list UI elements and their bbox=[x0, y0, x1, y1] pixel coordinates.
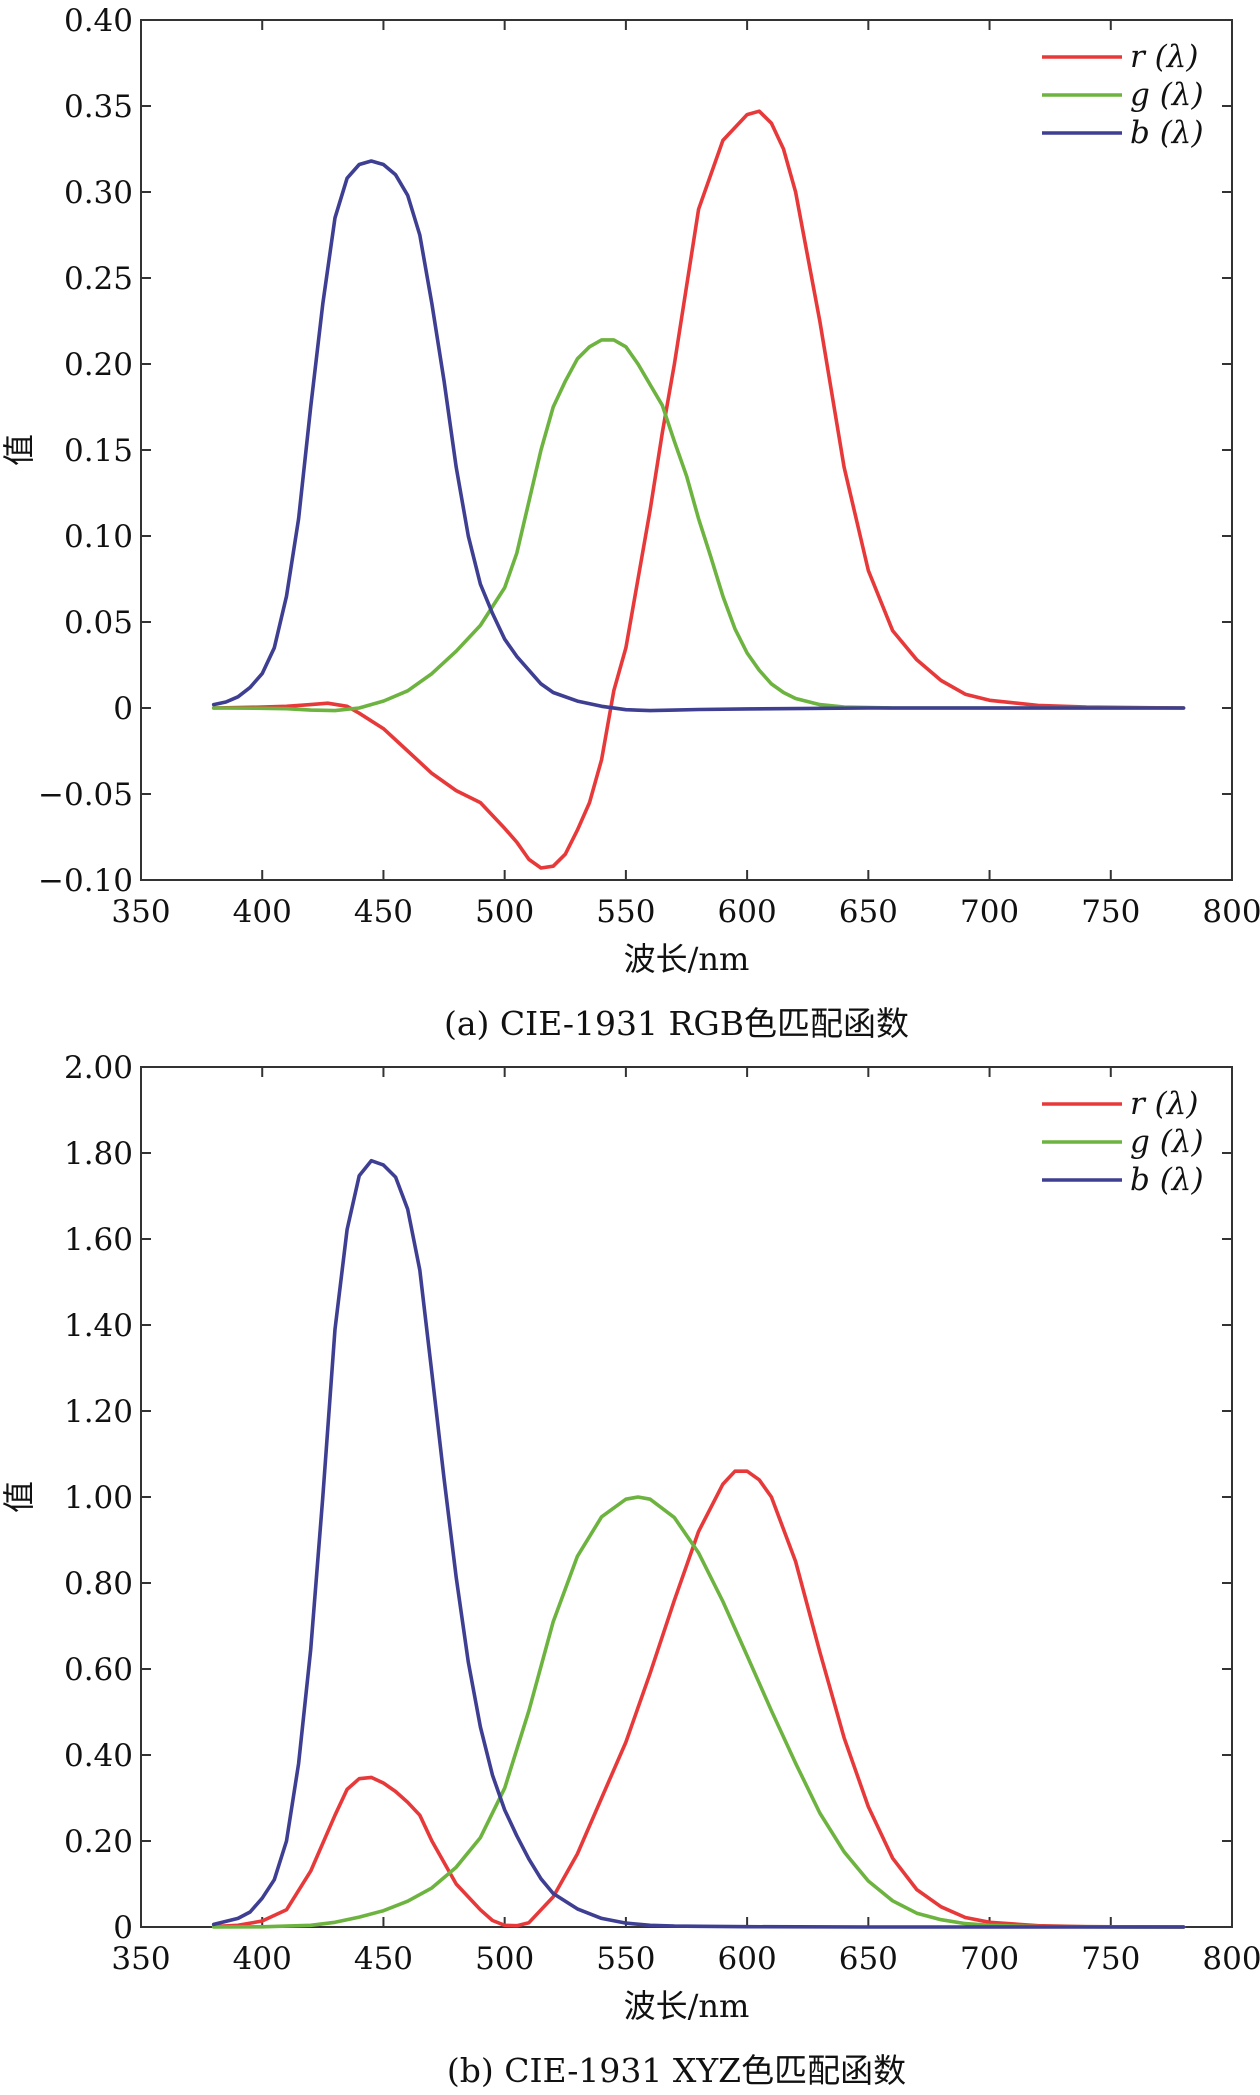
y-axis-label: 值 bbox=[0, 1481, 38, 1513]
x-tick-label: 400 bbox=[233, 894, 292, 930]
x-tick-label: 750 bbox=[1081, 894, 1140, 930]
y-tick-label: 0.40 bbox=[64, 1738, 133, 1774]
x-tick-label: 450 bbox=[354, 894, 413, 930]
series-line-g bbox=[211, 1495, 1186, 1929]
series-line-r bbox=[211, 109, 1186, 870]
chart-xyz-color-matching: 350 400 450 500 550 600 650 700 750 800 0 0.20 0.40 0… bbox=[0, 1050, 1260, 2090]
x-tick-label: 600 bbox=[718, 1941, 777, 1977]
x-tick-label: 500 bbox=[475, 1941, 534, 1977]
series-line-b bbox=[211, 1158, 1186, 1929]
y-tick-label: 0.80 bbox=[64, 1566, 133, 1602]
y-tick-label: 1.60 bbox=[64, 1222, 133, 1258]
series-line-g bbox=[211, 338, 1186, 713]
x-tick-label: 650 bbox=[839, 894, 898, 930]
x-tick-label: 800 bbox=[1202, 1941, 1260, 1977]
x-tick-label: 650 bbox=[839, 1941, 898, 1977]
series-line-r bbox=[211, 1469, 1186, 1929]
x-tick-label: 550 bbox=[596, 1941, 655, 1977]
y-tick-label: 0.15 bbox=[64, 433, 133, 469]
y-tick-label: 0.25 bbox=[64, 261, 133, 297]
x-tick-label: 600 bbox=[718, 894, 777, 930]
y-tick-label: 0.30 bbox=[64, 175, 133, 211]
x-tick-label: 400 bbox=[233, 1941, 292, 1977]
y-tick-label: 0.20 bbox=[64, 1824, 133, 1860]
figure-caption: (b) CIE-1931 XYZ色匹配函数 bbox=[447, 2051, 906, 2090]
y-tick-label: 0 bbox=[113, 691, 133, 727]
x-tick-label: 800 bbox=[1202, 894, 1260, 930]
legend-label: r (λ) bbox=[1130, 39, 1199, 75]
x-tick-label: 750 bbox=[1081, 1941, 1140, 1977]
x-axis-label: 波长/nm bbox=[624, 940, 750, 978]
y-tick-label: 0.40 bbox=[64, 3, 133, 39]
figure-caption: (a) CIE-1931 RGB色匹配函数 bbox=[444, 1004, 909, 1043]
y-tick-label: 1.20 bbox=[64, 1394, 133, 1430]
y-tick-label: 0.05 bbox=[64, 605, 133, 641]
legend-label: g (λ) bbox=[1130, 77, 1204, 113]
y-tick-label: −0.05 bbox=[38, 777, 133, 813]
y-tick-label: 1.00 bbox=[64, 1480, 133, 1516]
x-tick-label: 700 bbox=[960, 894, 1019, 930]
legend-label: r (λ) bbox=[1130, 1086, 1199, 1122]
y-tick-label: 1.40 bbox=[64, 1308, 133, 1344]
x-tick-label: 700 bbox=[960, 1941, 1019, 1977]
legend-label: b (λ) bbox=[1130, 115, 1204, 151]
chart-rgb-color-matching: 350 400 450 500 550 600 650 700 750 800 −0.10 −0.05… bbox=[0, 3, 1260, 1043]
x-tick-label: 500 bbox=[475, 894, 534, 930]
x-tick-label: 450 bbox=[354, 1941, 413, 1977]
y-axis-label: 值 bbox=[0, 434, 38, 466]
y-tick-label: 1.80 bbox=[64, 1136, 133, 1172]
y-tick-label: 2.00 bbox=[64, 1050, 133, 1086]
x-axis-label: 波长/nm bbox=[624, 1987, 750, 2025]
y-tick-label: 0.60 bbox=[64, 1652, 133, 1688]
y-tick-label: 0 bbox=[113, 1910, 133, 1946]
plot-frame bbox=[140, 1066, 1233, 1928]
y-tick-label: 0.35 bbox=[64, 89, 133, 125]
y-tick-label: 0.20 bbox=[64, 347, 133, 383]
legend-label: b (λ) bbox=[1130, 1162, 1204, 1198]
x-tick-label: 350 bbox=[111, 1941, 170, 1977]
x-tick-label: 550 bbox=[596, 894, 655, 930]
legend-label: g (λ) bbox=[1130, 1124, 1204, 1160]
series-line-b bbox=[211, 159, 1186, 713]
y-tick-label: −0.10 bbox=[38, 863, 133, 899]
x-tick-label: 350 bbox=[111, 894, 170, 930]
y-tick-label: 0.10 bbox=[64, 519, 133, 555]
